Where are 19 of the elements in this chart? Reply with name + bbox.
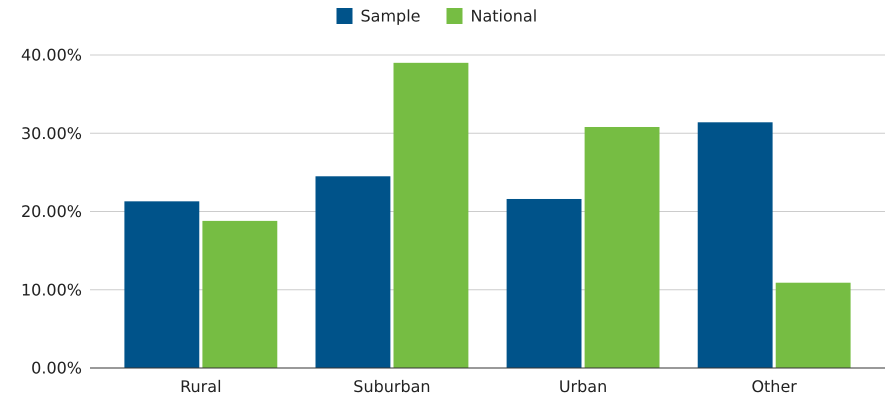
legend-label: Sample (360, 6, 420, 26)
bar (394, 62, 468, 368)
bar (584, 126, 660, 368)
y-tick-label: 10.00% (20, 280, 82, 300)
legend-label: National (470, 6, 538, 26)
bar (776, 282, 851, 368)
y-tick-label: 30.00% (20, 124, 82, 143)
x-tick-label: Rural (180, 377, 222, 396)
y-tick-label: 20.00% (20, 202, 82, 222)
bar (698, 122, 773, 368)
y-tick-label: 0.00% (31, 358, 82, 378)
bar (316, 176, 390, 368)
bar (202, 220, 278, 368)
bar (124, 201, 200, 368)
x-tick-label: Suburban (353, 377, 431, 396)
x-tick-label: Urban (558, 377, 608, 396)
x-tick-label: Other (751, 377, 798, 396)
y-tick-label: 40.00% (20, 46, 82, 65)
bar (506, 198, 582, 368)
